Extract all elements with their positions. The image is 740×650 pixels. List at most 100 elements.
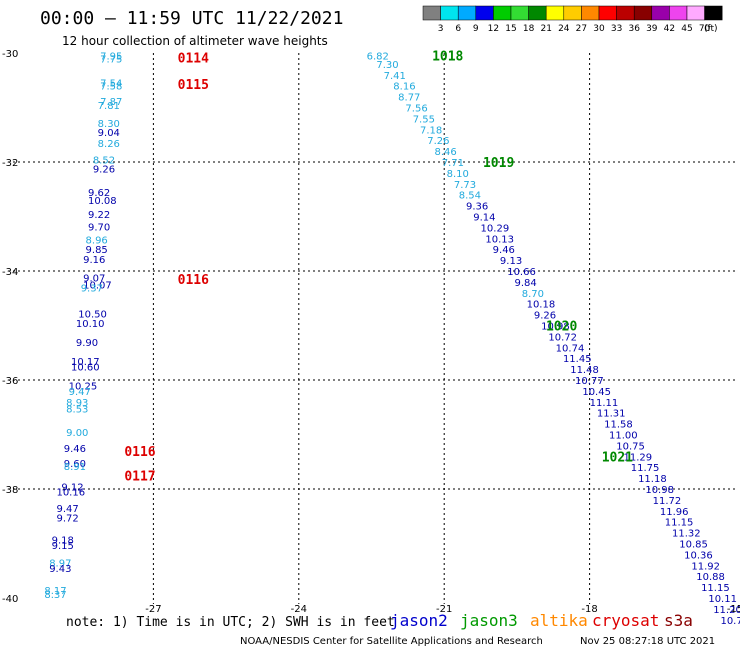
satellite-legend-item: cryosat: [592, 611, 659, 630]
colorbar-label: 3: [438, 24, 444, 34]
wave-height-value: 9.60: [64, 459, 86, 470]
wave-height-value: 10.98: [645, 485, 674, 496]
colorbar-label: 27: [576, 24, 587, 34]
wave-height-value: 8.10: [447, 169, 469, 180]
colorbar-label: 21: [540, 24, 551, 34]
wave-height-value: 8.54: [459, 191, 481, 202]
wave-height-value: 11.45: [563, 354, 592, 365]
wave-height-value: 9.46: [64, 444, 86, 455]
wave-height-value: 11.29: [624, 452, 653, 463]
y-tick-label: -38: [2, 485, 18, 496]
satellite-legend-item: jason3: [460, 611, 518, 630]
colorbar-label: 12: [488, 24, 499, 34]
pass-time-label: 0115: [178, 78, 209, 93]
wave-height-value: 9.70: [88, 222, 110, 233]
chart-title: 00:00 – 11:59 UTC 11/22/2021: [40, 8, 343, 29]
wave-height-value: 10.74: [556, 343, 585, 354]
footer-note: note: 1) Time is in UTC; 2) SWH is in fe…: [66, 615, 395, 630]
wave-height-value: 10.08: [88, 196, 117, 207]
wave-height-value: 7.73: [454, 180, 476, 191]
wave-height-value: 11.31: [597, 409, 626, 420]
wave-height-value: 11.96: [660, 507, 689, 518]
wave-height-value: 7.71: [442, 158, 464, 169]
pass-time-label: 1021: [602, 450, 633, 465]
y-tick-label: -36: [2, 376, 18, 387]
wave-height-value: 11.72: [653, 496, 682, 507]
colorbar-swatch: [422, 5, 441, 21]
data-points: 7.957.75 7.547.58 7.877.81 8.309.048.26 8.52…: [44, 52, 740, 627]
wave-height-value: 8.30: [98, 119, 120, 130]
colorbar-swatch: [704, 5, 723, 21]
colorbar-label: 15: [505, 24, 516, 34]
footer-timestamp: Nov 25 08:27:18 UTC 2021: [580, 636, 715, 647]
colorbar-label: 9: [473, 24, 479, 34]
wave-height-value: 9.14: [473, 213, 495, 224]
y-tick-label: -32: [2, 158, 18, 169]
wave-height-value: 11.18: [638, 474, 667, 485]
wave-height-value: 10.79: [720, 616, 740, 627]
wave-height-value: 10.98: [541, 322, 570, 333]
wave-height-value: 7.95: [100, 52, 122, 63]
x-tick-label: -18: [581, 604, 597, 615]
colorbar-label: 33: [611, 24, 622, 34]
wave-height-value: 7.41: [384, 71, 406, 82]
pass-time-label: 1019: [483, 156, 514, 171]
wave-height-value: 10.72: [548, 332, 577, 343]
wave-height-value: 9.46: [493, 245, 515, 256]
wave-height-value: 10.07: [83, 281, 112, 292]
wave-height-value: 9.22: [88, 210, 110, 221]
wave-height-value: 9.85: [86, 245, 108, 256]
colorbar-swatch: [493, 5, 512, 21]
wave-height-value: 8.26: [98, 139, 120, 150]
pass-time-label: 0116: [178, 273, 209, 288]
wave-height-value: 9.47: [56, 504, 78, 515]
wave-height-value: 7.56: [405, 104, 427, 115]
y-tick-label: -30: [2, 49, 18, 60]
wave-height-value: 10.10: [76, 319, 105, 330]
wave-height-value: 11.15: [701, 583, 730, 594]
wave-height-value: 9.16: [83, 255, 105, 266]
colorbar-swatch: [633, 5, 653, 21]
wave-height-value: 10.45: [582, 387, 611, 398]
wave-height-value: 9.37: [81, 283, 103, 294]
satellite-legend: jason2 jason3 altika cryosat s3a: [390, 611, 693, 630]
wave-height-value: 8.70: [522, 289, 544, 300]
colorbar-swatch: [545, 5, 565, 21]
colorbar-label: 70: [699, 24, 711, 34]
wave-height-value: 8.53: [66, 404, 88, 415]
wave-height-value: 9.62: [88, 188, 110, 199]
wave-height-value: 11.00: [609, 431, 638, 442]
wave-height-value: 9.00: [66, 428, 88, 439]
wave-height-value: 10.11: [708, 594, 737, 605]
pass-time-label: 1020: [546, 320, 577, 335]
wave-height-value: 10.29: [481, 223, 510, 234]
wave-height-value: 8.46: [435, 147, 457, 158]
wave-height-value: 10.18: [527, 300, 556, 311]
wave-height-value: 9.12: [61, 482, 83, 493]
colorbar-swatch: [686, 5, 705, 21]
colorbar-label: 30: [593, 24, 605, 34]
colorbar-swatch: [616, 5, 635, 21]
colorbar-swatch: [440, 5, 459, 21]
wave-height-value: 10.66: [507, 267, 536, 278]
wave-height-value: 10.50: [78, 310, 107, 321]
footer-credit: NOAA/NESDIS Center for Satellite Applica…: [240, 636, 543, 647]
wave-height-value: 8.96: [86, 235, 108, 246]
wave-height-value: 11.92: [691, 561, 720, 572]
pass-time-label: 0117: [124, 469, 155, 484]
wave-height-value: 9.04: [98, 128, 120, 139]
colorbar-label: 39: [646, 24, 658, 34]
wave-height-value: 9.18: [52, 536, 74, 547]
colorbar-swatch: [510, 5, 529, 21]
time-labels: 0114 0115 0116 0116 0117 1018 1019 1020 1021: [124, 50, 633, 485]
x-tick-label: -21: [436, 604, 452, 615]
wave-height-value: 9.90: [76, 338, 98, 349]
wave-height-value: 7.81: [98, 101, 120, 112]
wave-height-value: 7.30: [376, 60, 398, 71]
wave-height-value: 10.36: [684, 550, 713, 561]
wave-height-value: 8.52: [93, 155, 115, 166]
y-tick-label: -40: [2, 594, 18, 605]
colorbar-swatch: [581, 5, 600, 21]
colorbar-label: 18: [523, 24, 535, 34]
